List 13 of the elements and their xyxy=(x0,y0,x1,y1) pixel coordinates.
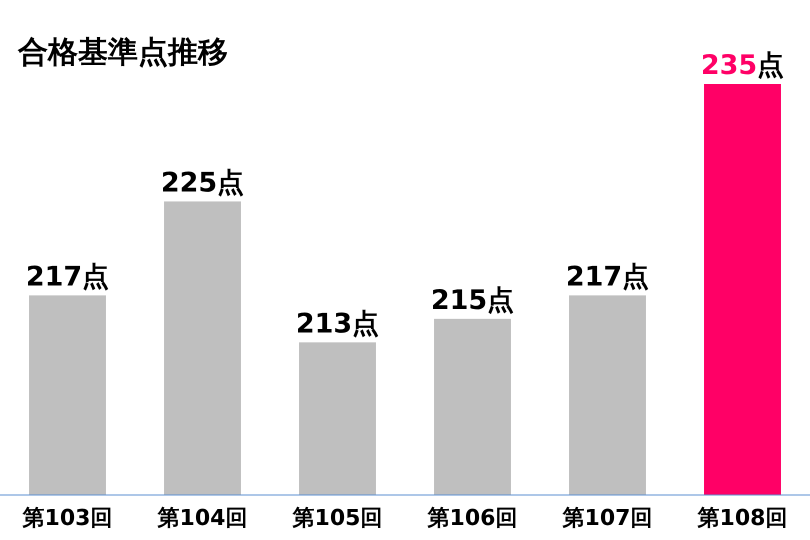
data-label: 215点 xyxy=(430,284,514,316)
chart-title: 合格基準点推移 xyxy=(17,35,228,70)
data-label: 235点 xyxy=(700,50,784,81)
data-label: 225点 xyxy=(160,167,244,198)
x-tick-label: 第107回 xyxy=(562,506,652,531)
data-label: 213点 xyxy=(296,308,380,340)
x-tick-label: 第104回 xyxy=(156,506,248,531)
x-tick-label: 第106回 xyxy=(426,506,518,531)
x-tick-label: 第103回 xyxy=(22,506,112,531)
x-tick-label: 第105回 xyxy=(292,506,382,531)
data-label: 217点 xyxy=(566,261,650,292)
data-label: 217点 xyxy=(26,261,110,292)
x-tick-label: 第108回 xyxy=(696,506,788,531)
